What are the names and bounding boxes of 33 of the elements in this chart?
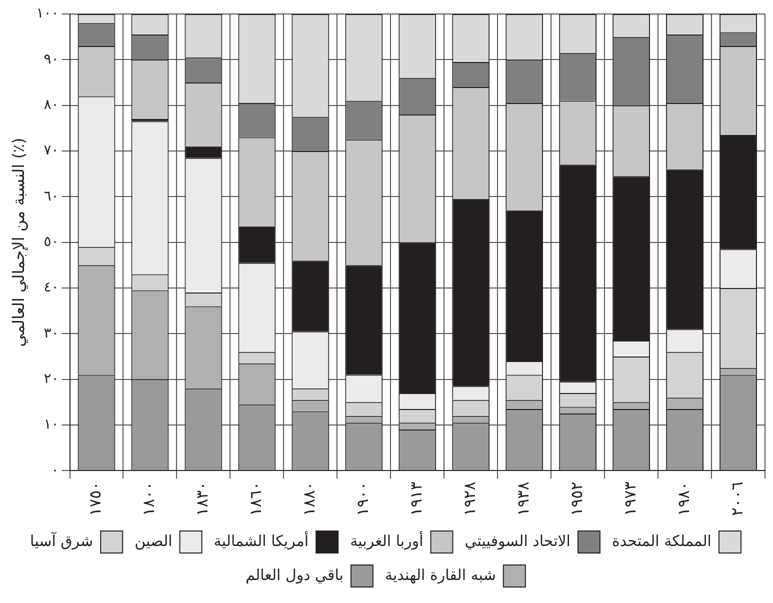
x-tick-label: ١٨٠٠	[139, 482, 158, 516]
y-tick-label: ٢٠	[44, 370, 59, 387]
y-tick-label: ٩٠	[44, 51, 59, 68]
y-tick-label: ١٠٠	[36, 6, 59, 22]
x-tick-label: ١٨٨٠	[300, 482, 319, 516]
legend-label: شرق آسيا	[30, 530, 94, 550]
x-tick-label: ١٧٥٠	[86, 482, 105, 516]
y-tick-label: ٨٠	[44, 96, 59, 113]
x-tick-label: ١٩٣٨	[513, 481, 532, 516]
x-tick-label: ١٩٥٢	[566, 482, 586, 516]
y-tick-label: ٦٠	[44, 188, 59, 204]
x-tick-label: ١٩٧٣	[620, 481, 640, 516]
y-tick-label: ١٠	[44, 416, 59, 433]
legend-label: باقي دول العالم	[246, 566, 344, 584]
legend-label: المملكة المتحدة	[612, 532, 712, 550]
y-tick-label: ٥٠	[44, 234, 59, 250]
x-tick-label: ١٩٢٨	[460, 481, 480, 516]
x-tick-label: ٢٠٠٦	[727, 482, 746, 516]
legend-label: أمريكا الشمالية	[214, 530, 309, 550]
x-tick-label: ١٩١٣	[406, 481, 426, 516]
x-tick-label: ١٩٠٠	[353, 482, 372, 516]
y-axis-title: النسبة من الإجمالي العالمي (٪)	[8, 138, 28, 347]
legend-label: الصين	[134, 532, 172, 550]
y-tick-label: ٧٠	[44, 142, 59, 159]
x-tick-label: ١٩٨٠	[674, 482, 693, 516]
y-tick-label: ٤٠	[44, 280, 59, 296]
y-tick-label: ٣٠	[44, 325, 59, 342]
y-tick-label: ٠	[51, 462, 59, 478]
legend-label: أوربا الغربية	[350, 530, 424, 550]
x-tick-label: ١٨٦٠	[246, 482, 266, 516]
legend-label: الاتحاد السوفييتي	[464, 532, 570, 550]
x-tick-label: ١٨٣٠	[192, 482, 212, 516]
legend-label: شبه القارة الهندية	[384, 566, 496, 584]
